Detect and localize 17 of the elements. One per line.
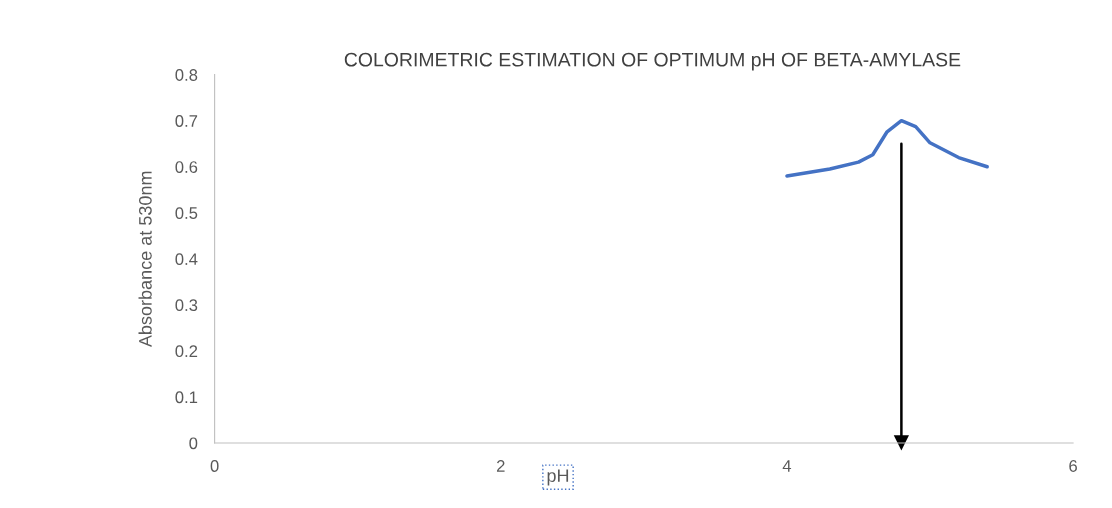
x-tick-label: 6 xyxy=(1069,460,1077,472)
y-tick-label: 0.8 xyxy=(175,69,198,81)
x-tick-label: 4 xyxy=(782,460,792,472)
y-tick-label: 0.4 xyxy=(175,253,198,266)
y-tick-label: 0.3 xyxy=(175,299,198,312)
y-tick-label: 0.6 xyxy=(175,161,198,173)
x-tick-label: 2 xyxy=(496,460,505,472)
y-axis-title: Absorbance at 530nm xyxy=(138,171,152,348)
chart-title: COLORIMETRIC ESTIMATION OF OPTIMUM pH OF BETA-AMYLASE xyxy=(344,52,961,71)
y-tick-label: 0.2 xyxy=(175,345,198,358)
y-tick-label: 0 xyxy=(189,437,198,450)
x-axis-title: pH xyxy=(547,469,569,486)
x-tick-label: 0 xyxy=(210,460,219,472)
line-series xyxy=(785,118,989,178)
y-tick-label: 0.5 xyxy=(175,207,198,219)
y-tick-label: 0.1 xyxy=(175,391,198,404)
y-tick-label: 0.7 xyxy=(175,115,198,127)
